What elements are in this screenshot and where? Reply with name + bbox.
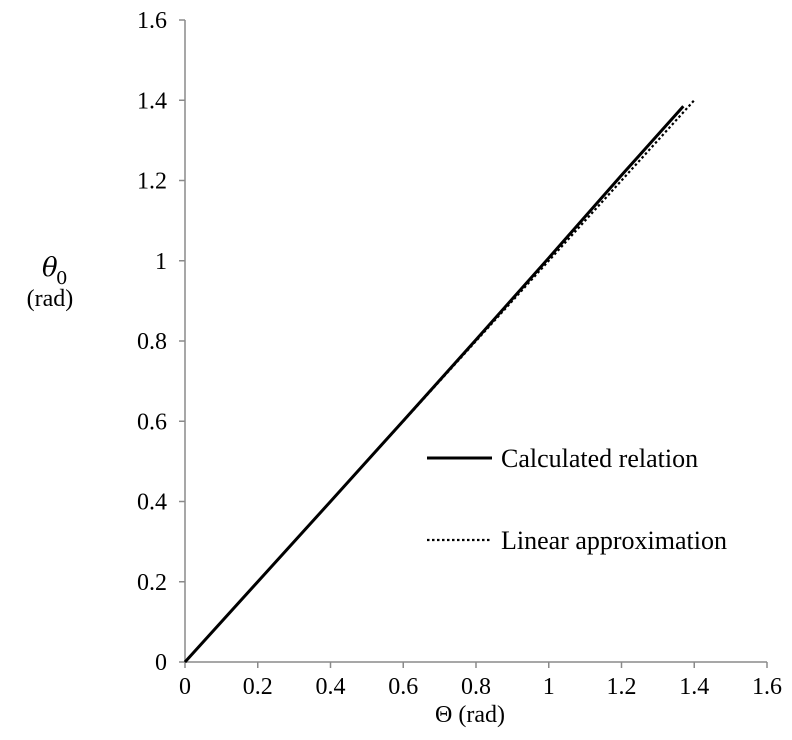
- x-tick-label: 1.2: [607, 674, 637, 700]
- y-tick-label: 1.4: [137, 88, 167, 114]
- series-layer: [185, 100, 694, 662]
- x-tick-label: 1: [543, 674, 555, 700]
- legend: Calculated relation Linear approximation: [427, 444, 727, 555]
- y-tick-label: 0: [155, 650, 167, 676]
- x-tick-label: 1.4: [679, 674, 709, 700]
- y-axis-label: θ 0 (rad): [27, 253, 74, 312]
- y-tick-label: 1.6: [137, 8, 167, 34]
- x-tick-label: 0: [179, 674, 191, 700]
- x-tick-label: 1.6: [752, 674, 782, 700]
- x-tick-label: 0.8: [461, 674, 491, 700]
- y-tick-label: 0.8: [137, 329, 167, 355]
- legend-label-linear-approximation: Linear approximation: [501, 526, 727, 555]
- y-axis-label-unit: (rad): [27, 286, 74, 312]
- x-axis-label: Θ (rad): [435, 702, 505, 728]
- y-tick-label: 1: [155, 249, 167, 275]
- axes: 0 0.2 0.4 0.6 0.8 1 1.2 1.4 1.6 0 0.2 0.4 0.6 0.8 1 1.2…: [137, 8, 782, 700]
- x-tick-label: 0.6: [388, 674, 418, 700]
- y-tick-label: 0.6: [137, 409, 167, 435]
- legend-label-calculated-relation: Calculated relation: [501, 444, 698, 473]
- y-tick-label: 0.2: [137, 570, 167, 596]
- x-tick-label: 0.4: [316, 674, 346, 700]
- y-tick-label: 1.2: [137, 169, 167, 195]
- y-tick-label: 0.4: [137, 490, 167, 516]
- x-tick-label: 0.2: [243, 674, 273, 700]
